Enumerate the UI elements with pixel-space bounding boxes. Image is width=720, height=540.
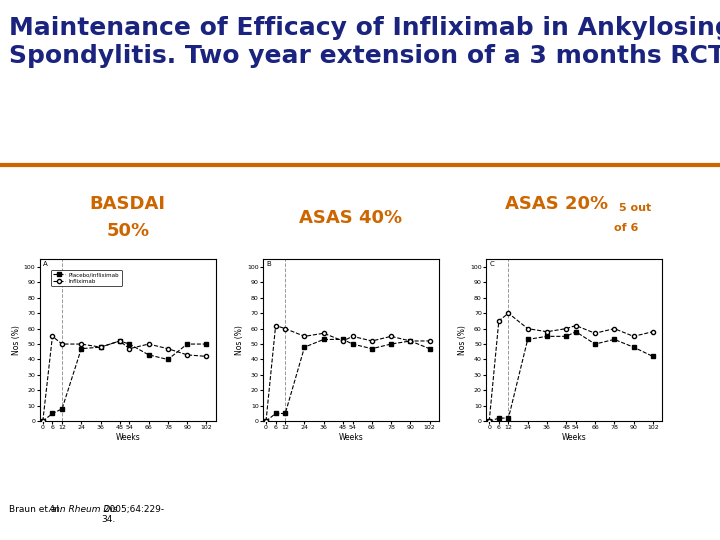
Text: C: C [490, 261, 494, 267]
X-axis label: Weeks: Weeks [562, 433, 587, 442]
Text: B: B [266, 261, 271, 267]
Text: of 6: of 6 [614, 223, 638, 233]
Text: 50%: 50% [107, 222, 149, 240]
Text: Braun et al.: Braun et al. [9, 505, 65, 514]
Y-axis label: Nos (%): Nos (%) [235, 325, 244, 355]
Text: 2005;64:229-
34.: 2005;64:229- 34. [101, 505, 164, 524]
Text: ASAS 40%: ASAS 40% [300, 209, 402, 227]
Text: 5 out: 5 out [619, 203, 652, 213]
Text: ASAS 20%: ASAS 20% [505, 195, 608, 213]
Text: A: A [43, 261, 48, 267]
Text: Ann Rheum Dis: Ann Rheum Dis [49, 505, 119, 514]
Legend: Placebo/infliximab, Infliximab: Placebo/infliximab, Infliximab [51, 270, 122, 286]
X-axis label: Weeks: Weeks [338, 433, 364, 442]
Y-axis label: Nos (%): Nos (%) [12, 325, 21, 355]
Text: BASDAI: BASDAI [90, 195, 166, 213]
Y-axis label: Nos (%): Nos (%) [459, 325, 467, 355]
Text: Maintenance of Efficacy of Infliximab in Ankylosing
Spondylitis. Two year extens: Maintenance of Efficacy of Infliximab in… [9, 16, 720, 68]
X-axis label: Weeks: Weeks [115, 433, 140, 442]
